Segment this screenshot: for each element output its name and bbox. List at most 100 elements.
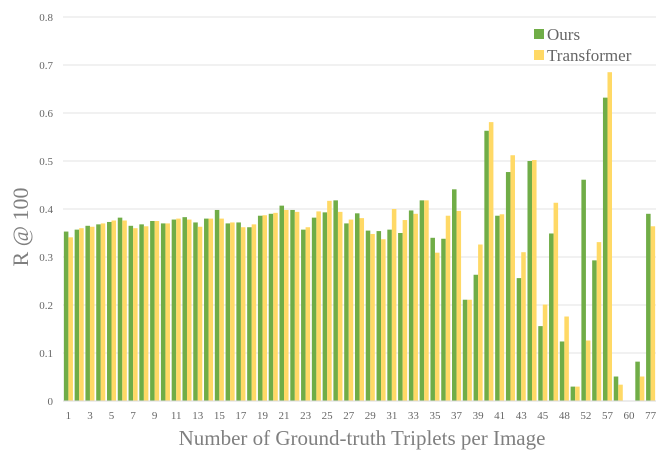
bar-transformer-27	[348, 219, 354, 401]
bar-transformer-12	[186, 219, 192, 401]
bar-transformer-48	[564, 316, 569, 401]
bar-ours-52	[581, 179, 586, 401]
bar-ours-3	[85, 225, 90, 401]
bar-transformer-4	[100, 223, 106, 401]
x-tick-label: 21	[279, 410, 290, 422]
bar-ours-40	[484, 130, 489, 401]
x-tick-label: 77	[645, 410, 657, 422]
bar-ours-57	[602, 97, 608, 401]
x-tick-label: 27	[343, 410, 355, 422]
bar-ours-33	[408, 210, 414, 401]
bar-transformer-42	[510, 155, 515, 401]
bar-transformer-38	[467, 299, 472, 401]
bar-transformer-1	[68, 237, 73, 401]
bar-ours-12	[182, 217, 187, 401]
bar-transformer-24	[316, 211, 321, 401]
bar-transformer-52	[585, 340, 591, 401]
bar-transformer-20	[273, 212, 278, 401]
bar-ours-45	[538, 326, 543, 401]
bar-transformer-39	[478, 244, 483, 401]
x-tick-label: 7	[130, 410, 136, 422]
x-tick-label: 15	[214, 410, 226, 422]
x-tick-label: 52	[580, 410, 591, 422]
x-tick-label: 33	[408, 410, 420, 422]
bar-ours-21	[279, 205, 285, 401]
bar-transformer-34	[424, 200, 429, 401]
bar-ours-13	[193, 222, 198, 401]
x-axis-ticks: 1 3 5 7 9 11 13 15 17 19 21 23 25 27 29 31 33 35 37 39 41 43 4…	[66, 410, 657, 422]
x-tick-label: 19	[257, 410, 269, 422]
bar-ours-37	[452, 189, 457, 401]
bar-transformer-77	[650, 226, 656, 401]
bar-ours-1	[63, 231, 69, 401]
bar-transformer-3	[89, 226, 95, 401]
bar-ours-14	[204, 218, 209, 401]
bar-ours-4	[96, 224, 101, 401]
bar-ours-46	[549, 233, 554, 401]
x-tick-label: 13	[192, 410, 204, 422]
bar-ours-11	[171, 219, 177, 401]
x-tick-label: 1	[66, 410, 72, 422]
bar-transformer-25	[327, 200, 332, 401]
bar-ours-34	[419, 200, 425, 401]
bar-transformer-43	[521, 252, 526, 401]
bar-transformer-9	[154, 221, 160, 401]
x-tick-label: 29	[365, 410, 377, 422]
bar-ours-16	[225, 223, 231, 401]
bar-ours-30	[376, 231, 382, 401]
legend: Ours Transformer	[534, 25, 632, 65]
bar-ours-29	[365, 230, 371, 401]
bar-transformer-26	[337, 211, 343, 401]
bar-ours-41	[495, 215, 500, 401]
bar-ours-42	[505, 172, 511, 401]
x-tick-label: 57	[602, 410, 614, 422]
bar-transformer-19	[262, 215, 267, 401]
bar-transformer-14	[208, 218, 214, 401]
y-axis-ticks: 0 0.1 0.2 0.3 0.4 0.5 0.6 0.7 0.8	[39, 12, 53, 408]
x-tick-label: 41	[494, 410, 505, 422]
bar-transformer-17	[240, 227, 246, 401]
x-axis-title: Number of Ground-truth Triplets per Imag…	[179, 426, 546, 450]
x-tick-label: 3	[87, 410, 93, 422]
bar-ours-20	[268, 213, 274, 401]
bar-transformer-30	[381, 239, 386, 401]
bar-transformer-58	[618, 384, 623, 401]
legend-swatch-ours	[534, 29, 544, 39]
bar-ours-28	[354, 213, 360, 401]
y-tick-label: 0.6	[39, 108, 53, 120]
bar-transformer-2	[79, 228, 84, 401]
bar-ours-17	[236, 222, 241, 401]
bar-ours-39	[473, 274, 479, 401]
bar-transformer-23	[305, 227, 311, 401]
bar-transformer-13	[197, 226, 203, 401]
bar-transformer-16	[230, 222, 235, 401]
x-tick-label: 60	[624, 410, 636, 422]
x-tick-label: 9	[152, 410, 158, 422]
bar-transformer-31	[391, 209, 397, 401]
bar-transformer-18	[251, 224, 257, 401]
legend-label-ours: Ours	[547, 25, 580, 44]
bar-transformer-51	[575, 386, 580, 401]
y-tick-label: 0.8	[39, 12, 53, 24]
bar-transformer-40	[488, 122, 494, 402]
bar-ours-22	[290, 209, 295, 401]
series-ours	[63, 97, 651, 401]
bar-transformer-56	[596, 242, 602, 401]
bar-transformer-15	[219, 218, 224, 401]
x-tick-label: 17	[235, 410, 247, 422]
y-tick-label: 0.3	[39, 252, 53, 264]
bar-ours-8	[139, 224, 144, 401]
x-tick-label: 37	[451, 410, 463, 422]
x-tick-label: 11	[171, 410, 182, 422]
bar-transformer-66	[639, 376, 645, 401]
bars	[63, 72, 656, 402]
bar-ours-23	[301, 229, 306, 401]
y-tick-label: 0.2	[39, 300, 53, 312]
x-tick-label: 31	[386, 410, 397, 422]
x-tick-label: 5	[109, 410, 115, 422]
bar-ours-51	[570, 386, 576, 401]
bar-ours-48	[559, 341, 565, 401]
bar-ours-43	[516, 278, 522, 401]
bar-ours-44	[527, 161, 533, 401]
